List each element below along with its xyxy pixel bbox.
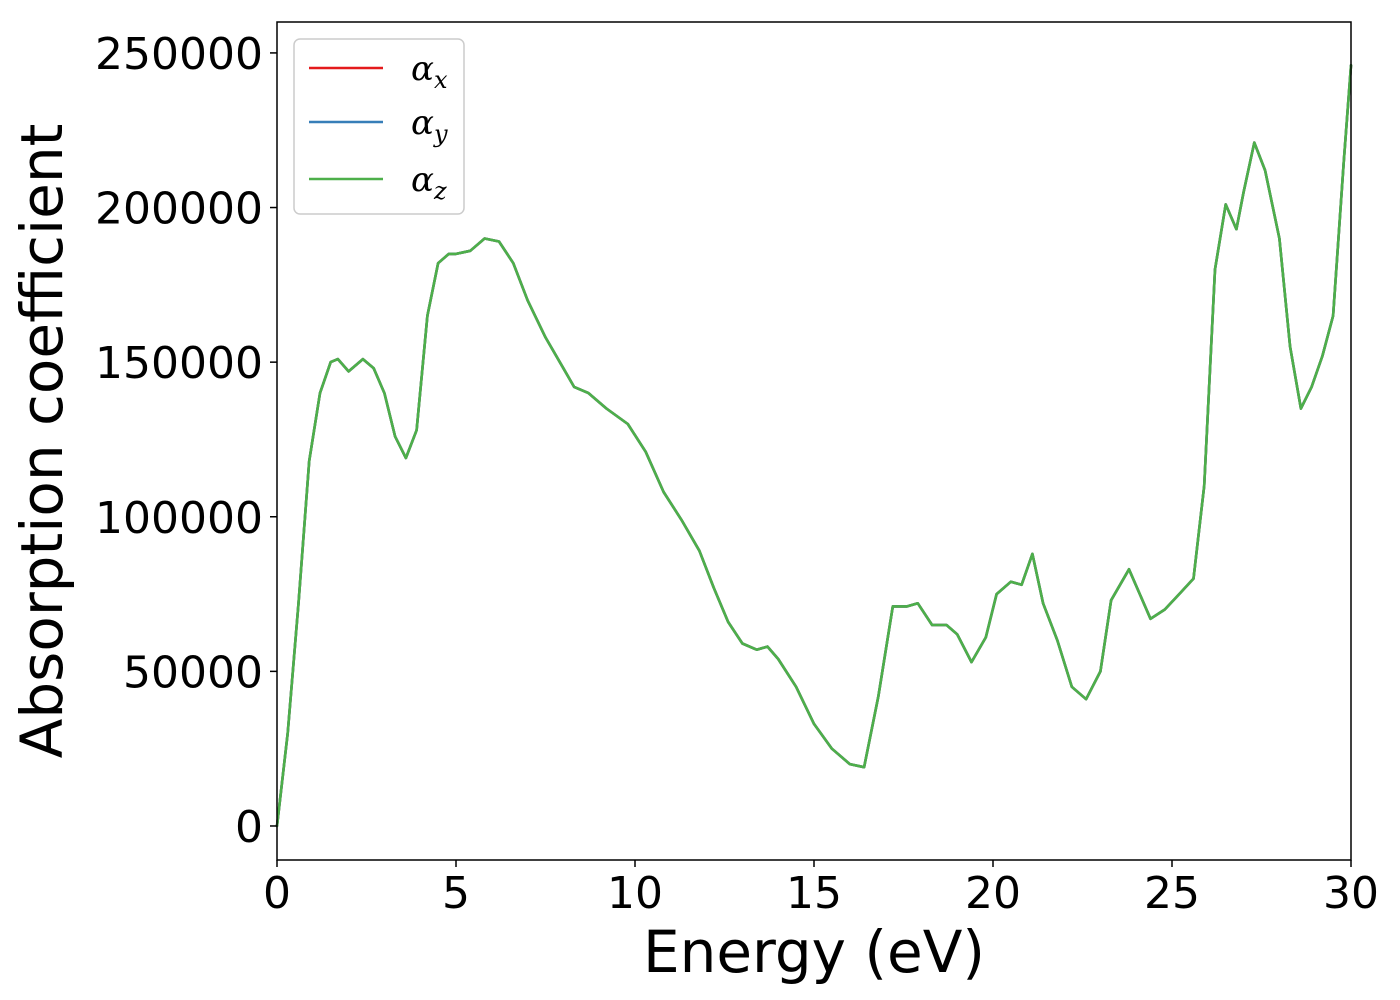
x-axis: 0 5 10 15 20 25 30 (263, 860, 1379, 919)
series-line-alpha-z (275, 64, 1353, 828)
legend-subscript: y (433, 120, 448, 148)
y-tick-label: 0 (235, 802, 263, 853)
y-tick-label: 200000 (95, 184, 263, 235)
x-tick-label: 30 (1323, 868, 1379, 919)
y-axis-title: Absorption coefficient (8, 124, 76, 759)
legend-label-alpha-y: αy (411, 103, 448, 148)
legend-box (293, 38, 465, 215)
x-tick-label: 5 (442, 868, 470, 919)
series-layer (275, 64, 1353, 828)
x-tick-label: 15 (786, 868, 842, 919)
x-tick-label: 0 (263, 868, 291, 919)
legend: αx αy αz (293, 38, 465, 215)
legend-label-alpha-x: αx (411, 49, 448, 94)
x-tick-label: 10 (607, 868, 663, 919)
x-axis-title: Energy (eV) (643, 918, 985, 986)
legend-symbol: α (411, 103, 434, 143)
y-tick-label: 100000 (95, 493, 263, 544)
legend-symbol: α (411, 49, 434, 89)
y-axis: 0 50000 100000 150000 200000 250000 (95, 29, 277, 853)
y-tick-label: 50000 (123, 647, 263, 698)
y-tick-label: 250000 (95, 29, 263, 80)
x-tick-label: 20 (965, 868, 1021, 919)
legend-label-alpha-z: αz (411, 160, 447, 205)
legend-subscript: x (434, 66, 448, 94)
y-tick-label: 150000 (95, 338, 263, 389)
x-tick-label: 25 (1144, 868, 1200, 919)
legend-symbol: α (411, 160, 434, 200)
legend-subscript: z (433, 177, 447, 205)
